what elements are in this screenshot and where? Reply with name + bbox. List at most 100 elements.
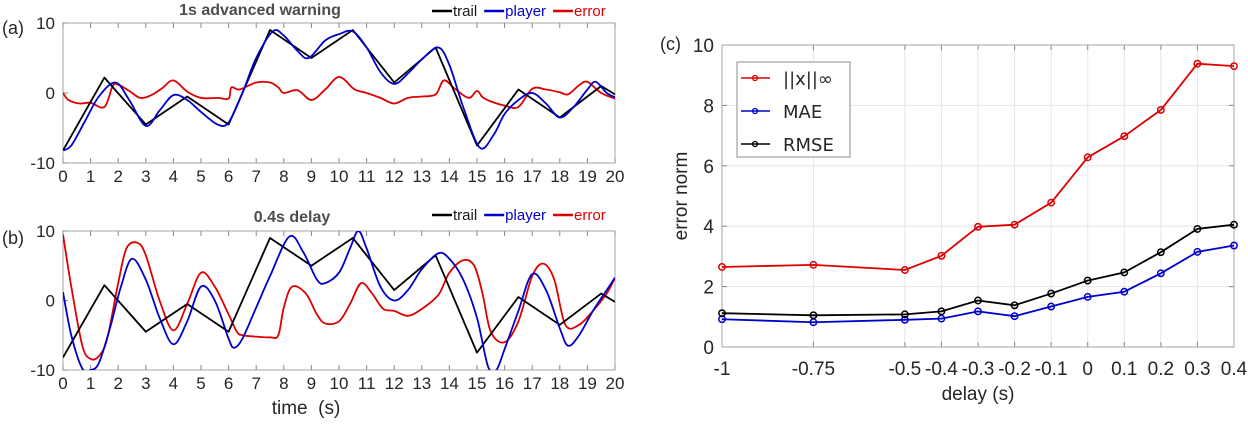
- c-legend-label-rmse: RMSE: [783, 135, 834, 156]
- b-xtick-label: 14: [440, 374, 459, 393]
- b-ytick-label: 0: [46, 292, 55, 311]
- c-ytick-label: 2: [703, 278, 714, 299]
- c-legend-label-mae: MAE: [783, 102, 822, 123]
- a-ytick-label: 10: [36, 14, 55, 33]
- panel-b-legend: trail player error: [432, 207, 606, 224]
- c-point-linf: [1047, 198, 1056, 207]
- a-series-trail: [63, 29, 615, 151]
- a-xtick-label: 16: [495, 167, 514, 186]
- c-xtick-label: 0.4: [1221, 359, 1248, 380]
- b-xtick-label: 15: [468, 374, 487, 393]
- c-xtick-label: -0.2: [998, 359, 1031, 380]
- c-xtick-label: -0.75: [792, 359, 835, 380]
- panel-a: (a) 1s advanced warning 0 1 2 3 4 5 6 7 8 9 10 11 12…: [2, 2, 624, 186]
- a-xtick-label: 9: [307, 167, 316, 186]
- a-xtick-label: 2: [113, 167, 122, 186]
- c-point-rmse: [1230, 220, 1238, 229]
- b-xtick-label: 7: [251, 374, 260, 393]
- c-point-rmse: [1193, 224, 1202, 233]
- c-point-rmse: [900, 310, 909, 319]
- b-xtick-label: 4: [169, 374, 178, 393]
- b-legend-label-trail: trail: [453, 207, 477, 224]
- a-xtick-label: 4: [169, 167, 178, 186]
- c-point-linf: [1156, 105, 1165, 114]
- b-xtick-label: 19: [578, 374, 597, 393]
- b-xtick-label: 5: [196, 374, 205, 393]
- b-xtick-label: 8: [279, 374, 288, 393]
- c-point-mae: [1083, 292, 1092, 301]
- c-point-mae: [937, 314, 946, 323]
- a-xtick-label: 5: [196, 167, 205, 186]
- a-xtick-label: 14: [440, 167, 459, 186]
- c-point-mae: [900, 315, 909, 324]
- b-xtick-label: 2: [113, 374, 122, 393]
- c-point-rmse: [809, 311, 818, 320]
- a-xtick-label: 3: [141, 167, 150, 186]
- b-xtick-label: 13: [412, 374, 431, 393]
- c-point-rmse: [1010, 301, 1019, 310]
- c-point-linf: [1193, 59, 1202, 68]
- a-xtick-label: 8: [279, 167, 288, 186]
- c-series-line-linf: [721, 62, 1235, 271]
- a-xtick-label: 0: [58, 167, 67, 186]
- c-point-linf: [1010, 220, 1019, 229]
- a-series-error: [63, 76, 615, 109]
- b-xtick-label: 10: [330, 374, 349, 393]
- c-point-mae: [1193, 247, 1202, 256]
- b-ytick-label: 10: [36, 222, 55, 241]
- c-axes-box: [721, 44, 1235, 348]
- c-point-rmse: [1083, 276, 1092, 285]
- panel-c-ylabel: error norm: [671, 152, 692, 241]
- a-xtick-label: 11: [358, 167, 376, 186]
- c-legend-label-linf: ||x||∞: [783, 69, 833, 90]
- b-xtick-label: 12: [385, 374, 404, 393]
- c-point-mae: [1047, 302, 1056, 311]
- c-ytick-label: 10: [693, 36, 714, 57]
- c-point-linf: [1083, 153, 1092, 162]
- b-xtick-label: 17: [523, 374, 542, 393]
- c-legend-marker-rmse: [751, 140, 759, 148]
- panel-c-legend: ||x||∞ MAE RMSE: [736, 61, 851, 158]
- b-series-player: [63, 231, 615, 370]
- c-point-mae: [1156, 269, 1165, 278]
- a-legend-label-trail: trail: [453, 3, 477, 20]
- c-xtick-label: 0.3: [1184, 359, 1210, 380]
- c-series-line-rmse: [721, 223, 1235, 317]
- a-xtick-label: 17: [523, 167, 542, 186]
- c-legend-marker-mae: [751, 107, 759, 115]
- panel-a-legend: trail player error: [432, 3, 606, 20]
- panel-c: (c) -1 -0.75 -0.5 -0.4 -0.3 -0.2 -0.1 0 0.1 0.2 0.…: [660, 34, 1248, 405]
- c-ytick-label: 6: [703, 157, 714, 178]
- a-xtick-label: 18: [550, 167, 569, 186]
- a-xtick-label: 19: [578, 167, 597, 186]
- c-point-rmse: [937, 307, 946, 316]
- c-xtick-label: 0.1: [1111, 359, 1137, 380]
- b-series-trail: [63, 237, 615, 358]
- a-xtick-label: 1: [86, 167, 95, 186]
- c-point-mae: [1230, 241, 1238, 250]
- b-xtick-label: 3: [141, 374, 150, 393]
- b-ytick-label: -10: [30, 361, 55, 380]
- b-xtick-label: 6: [224, 374, 233, 393]
- a-xtick-label: 13: [412, 167, 431, 186]
- b-axes-box: [62, 230, 616, 371]
- c-point-linf: [937, 251, 946, 260]
- a-xtick-label: 12: [385, 167, 404, 186]
- c-point-mae: [1010, 312, 1019, 321]
- c-point-linf: [718, 263, 726, 271]
- c-point-rmse: [1120, 268, 1129, 277]
- panel-c-label: (c): [660, 34, 681, 54]
- panel-c-xlabel: delay (s): [942, 384, 1015, 405]
- b-xtick-label: 0: [58, 374, 67, 393]
- panel-b: (b) 0.4s delay 0 1 2 3 4 5 6 7 8 9 10 11 12 13 14 15 16 1…: [2, 207, 624, 419]
- panel-a-title: 1s advanced warning: [179, 2, 341, 19]
- c-point-rmse: [1047, 289, 1056, 298]
- b-xtick-label: 1: [86, 374, 95, 393]
- c-point-linf: [974, 222, 982, 231]
- a-xtick-label: 15: [468, 167, 487, 186]
- c-xtick-label: -0.3: [962, 359, 995, 380]
- b-xtick-label: 11: [358, 374, 376, 393]
- c-xtick-label: -0.4: [925, 359, 958, 380]
- a-legend-label-error: error: [574, 3, 606, 20]
